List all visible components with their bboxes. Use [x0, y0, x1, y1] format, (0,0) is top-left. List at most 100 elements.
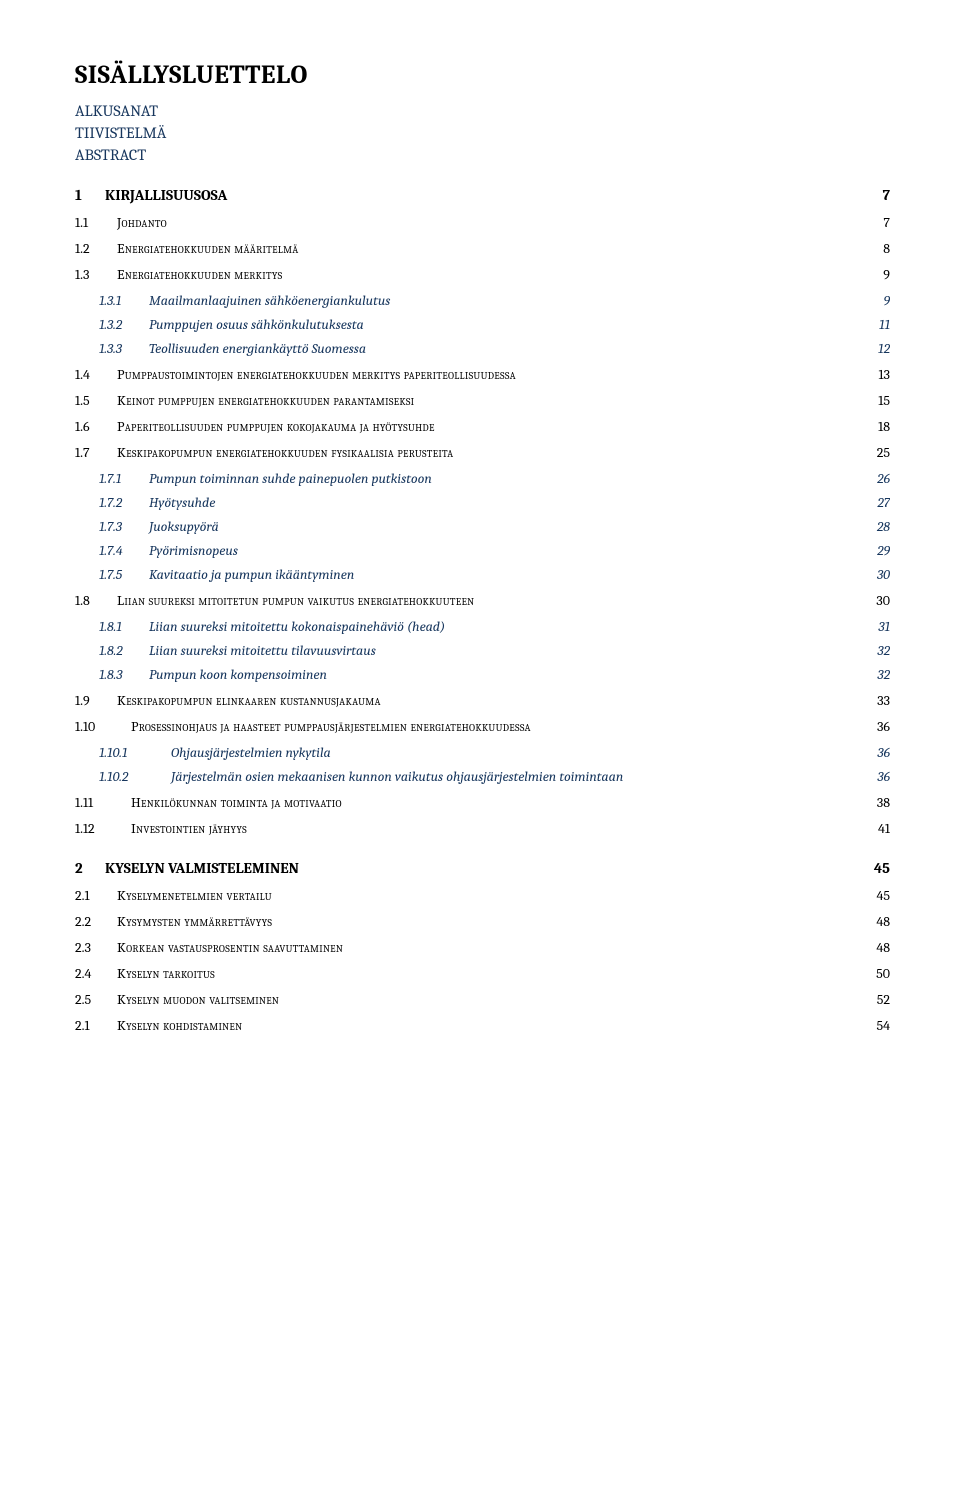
toc-page: 36	[875, 718, 890, 735]
toc-number: 1.10.2	[99, 768, 171, 785]
toc-label: Järjestelmän osien mekaanisen kunnon vai…	[171, 768, 623, 785]
toc-label: Teollisuuden energiankäyttö Suomessa	[149, 340, 366, 357]
toc-entry: 1.10.2Järjestelmän osien mekaanisen kunn…	[75, 768, 890, 785]
toc-number: 1.3.2	[99, 316, 149, 333]
toc-page: 32	[875, 642, 890, 659]
toc-page: 36	[875, 768, 890, 785]
toc-entry: 1.10.1Ohjausjärjestelmien nykytila36	[75, 744, 890, 761]
toc-entry: 2.4Kyselyn tarkoitus 50	[75, 965, 890, 982]
toc-page: 52	[875, 991, 890, 1008]
toc-page: 48	[874, 939, 890, 956]
toc-page: 36	[875, 744, 890, 761]
toc-number: 1.3.1	[99, 292, 149, 309]
toc-label: Keinot pumppujen energiatehokkuuden para…	[117, 392, 414, 409]
toc-label: Kysymysten ymmärrettävyys	[117, 913, 272, 930]
table-of-contents: 1KIRJALLISUUSOSA71.1Johdanto71.2Energiat…	[75, 186, 890, 1034]
toc-page: 50	[874, 965, 890, 982]
toc-entry: 1.8.2Liian suureksi mitoitettu tilavuusv…	[75, 642, 890, 659]
toc-entry: 1.7Keskipakopumpun energiatehokkuuden fy…	[75, 444, 890, 461]
toc-entry: 1.7.2Hyötysuhde27	[75, 494, 890, 511]
toc-label: Pumppaustoimintojen energiatehokkuuden m…	[117, 366, 516, 383]
toc-number: 1.1	[75, 214, 117, 231]
toc-number: 1.8.3	[99, 666, 149, 683]
toc-number: 1.3	[75, 266, 117, 283]
toc-entry: 2.3Korkean vastausprosentin saavuttamine…	[75, 939, 890, 956]
toc-number: 1.7.3	[99, 518, 149, 535]
toc-label: Pyörimisnopeus	[149, 542, 238, 559]
toc-label: Energiatehokkuuden määritelmä	[117, 240, 299, 257]
toc-page: 30	[874, 592, 890, 609]
toc-page: 7	[881, 214, 890, 231]
toc-number: 1.10.1	[99, 744, 171, 761]
toc-page: 25	[875, 444, 890, 461]
toc-label: Liian suureksi mitoitettu kokonaispaineh…	[149, 618, 445, 635]
toc-entry: 1.8.3Pumpun koon kompensoiminen 32	[75, 666, 890, 683]
toc-page: 41	[876, 820, 890, 837]
toc-number: 1	[75, 186, 105, 204]
toc-number: 1.8	[75, 592, 117, 609]
toc-label: Pumpun koon kompensoiminen	[149, 666, 327, 683]
toc-page: 7	[881, 186, 890, 204]
toc-label: Liian suureksi mitoitettu tilavuusvirtau…	[149, 642, 376, 659]
toc-page: 8	[881, 240, 890, 257]
toc-number: 1.8.1	[99, 618, 149, 635]
toc-page: 32	[875, 666, 890, 683]
toc-label: Kyselymenetelmien vertailu	[117, 887, 272, 904]
preamble-line: ABSTRACT	[75, 146, 890, 164]
toc-page: 12	[876, 340, 890, 357]
toc-page: 26	[875, 470, 890, 487]
toc-label: Prosessinohjaus ja haasteet pumppausjärj…	[131, 718, 531, 735]
toc-number: 1.9	[75, 692, 117, 709]
toc-page: 9	[881, 266, 890, 283]
toc-label: Keskipakopumpun elinkaaren kustannusjaka…	[117, 692, 381, 709]
toc-label: Kyselyn kohdistaminen	[117, 1017, 242, 1034]
toc-label: Energiatehokkuuden merkitys	[117, 266, 282, 283]
toc-page: 45	[874, 887, 890, 904]
toc-entry: 1.7.5Kavitaatio ja pumpun ikääntyminen 30	[75, 566, 890, 583]
toc-entry: 1.9Keskipakopumpun elinkaaren kustannusj…	[75, 692, 890, 709]
toc-entry: 1.5Keinot pumppujen energiatehokkuuden p…	[75, 392, 890, 409]
toc-number: 1.7.1	[99, 470, 149, 487]
toc-label: Juoksupyörä	[149, 518, 219, 535]
preamble-line: TIIVISTELMÄ	[75, 124, 890, 142]
toc-title: SISÄLLYSLUETTELO	[75, 60, 890, 90]
toc-number: 1.4	[75, 366, 117, 383]
toc-label: Paperiteollisuuden pumppujen kokojakauma…	[117, 418, 435, 435]
toc-entry: 1.6Paperiteollisuuden pumppujen kokojaka…	[75, 418, 890, 435]
toc-page: 27	[875, 494, 890, 511]
toc-page: 48	[874, 913, 890, 930]
toc-entry: 1.1Johdanto7	[75, 214, 890, 231]
toc-number: 2.4	[75, 965, 117, 982]
toc-page: 38	[875, 794, 890, 811]
toc-entry: 1.11Henkilökunnan toiminta ja motivaatio…	[75, 794, 890, 811]
toc-page: 29	[875, 542, 890, 559]
toc-page: 45	[872, 859, 890, 877]
toc-entry: 1.4Pumppaustoimintojen energiatehokkuude…	[75, 366, 890, 383]
toc-page: 30	[875, 566, 890, 583]
toc-entry: 2KYSELYN VALMISTELEMINEN45	[75, 859, 890, 877]
toc-label: Keskipakopumpun energiatehokkuuden fysik…	[117, 444, 453, 461]
toc-number: 1.7.5	[99, 566, 149, 583]
toc-number: 1.8.2	[99, 642, 149, 659]
toc-label: Kyselyn muodon valitseminen	[117, 991, 279, 1008]
toc-number: 1.12	[75, 820, 131, 837]
toc-label: KYSELYN VALMISTELEMINEN	[105, 859, 299, 877]
toc-number: 2.5	[75, 991, 117, 1008]
toc-page: 28	[875, 518, 890, 535]
toc-entry: 1.3Energiatehokkuuden merkitys 9	[75, 266, 890, 283]
toc-entry: 2.5Kyselyn muodon valitseminen 52	[75, 991, 890, 1008]
preamble-line: ALKUSANAT	[75, 102, 890, 120]
toc-entry: 1.3.3Teollisuuden energiankäyttö Suomess…	[75, 340, 890, 357]
toc-number: 1.10	[75, 718, 131, 735]
toc-page: 9	[881, 292, 890, 309]
toc-page: 18	[876, 418, 890, 435]
toc-label: Kavitaatio ja pumpun ikääntyminen	[149, 566, 354, 583]
toc-label: Kyselyn tarkoitus	[117, 965, 215, 982]
toc-entry: 2.2Kysymysten ymmärrettävyys48	[75, 913, 890, 930]
toc-entry: 1.7.1Pumpun toiminnan suhde painepuolen …	[75, 470, 890, 487]
toc-page: 15	[876, 392, 890, 409]
toc-entry: 1.3.1Maailmanlaajuinen sähköenergiankulu…	[75, 292, 890, 309]
toc-label: Pumppujen osuus sähkönkulutuksesta	[149, 316, 364, 333]
toc-number: 1.5	[75, 392, 117, 409]
toc-entry: 1.7.4Pyörimisnopeus29	[75, 542, 890, 559]
